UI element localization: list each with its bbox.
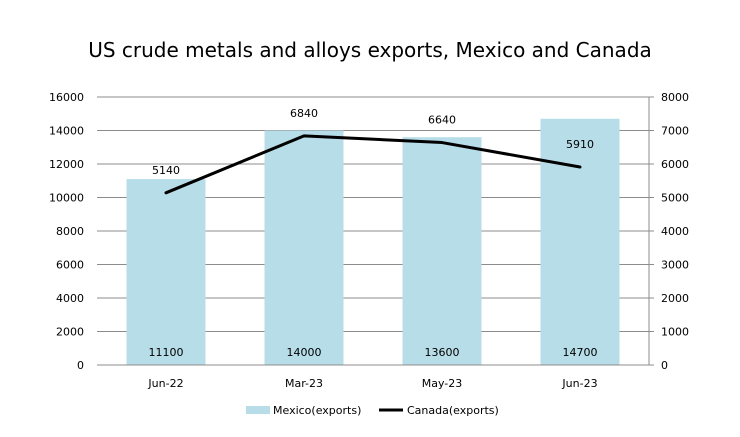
right-tick-label: 8000 — [661, 91, 689, 104]
left-tick-label: 4000 — [56, 292, 84, 305]
right-tick-label: 3000 — [661, 259, 689, 272]
legend-label-mexico: Mexico(exports) — [273, 404, 361, 417]
category-label: Mar-23 — [285, 377, 323, 390]
data-label-mexico: 14000 — [287, 346, 322, 359]
right-tick-label: 4000 — [661, 225, 689, 238]
right-tick-label: 5000 — [661, 192, 689, 205]
labels: 11100 5140 14000 6840 13600 6640 14700 5910 — [149, 107, 598, 359]
data-label-mexico: 11100 — [149, 346, 184, 359]
data-label-canada: 5910 — [566, 138, 594, 151]
bar-series — [127, 119, 620, 365]
data-label-canada: 5140 — [152, 164, 180, 177]
left-tick-label: 0 — [77, 359, 84, 372]
right-tick-label: 1000 — [661, 326, 689, 339]
data-label-canada: 6640 — [428, 114, 456, 127]
left-tick-label: 2000 — [56, 326, 84, 339]
category-label: Jun-22 — [147, 377, 183, 390]
right-tick-label: 7000 — [661, 125, 689, 138]
right-tick-label: 0 — [661, 359, 668, 372]
legend: Mexico(exports) Canada(exports) — [246, 404, 499, 417]
data-label-mexico: 13600 — [425, 346, 460, 359]
left-tick-label: 12000 — [49, 158, 84, 171]
left-tick-label: 10000 — [49, 192, 84, 205]
bar-mexico — [265, 131, 344, 366]
category-label: May-23 — [422, 377, 463, 390]
bar-mexico — [403, 137, 482, 365]
left-tick-label: 6000 — [56, 259, 84, 272]
legend-swatch-mexico — [246, 406, 270, 414]
data-label-mexico: 14700 — [563, 346, 598, 359]
left-tick-label: 14000 — [49, 125, 84, 138]
right-tick-label: 6000 — [661, 158, 689, 171]
bar-mexico — [541, 119, 620, 365]
chart-title: US crude metals and alloys exports, Mexi… — [88, 38, 652, 62]
legend-label-canada: Canada(exports) — [407, 404, 499, 417]
category-label: Jun-23 — [561, 377, 597, 390]
data-label-canada: 6840 — [290, 107, 318, 120]
left-tick-label: 16000 — [49, 91, 84, 104]
bar-mexico — [127, 179, 206, 365]
left-tick-label: 8000 — [56, 225, 84, 238]
right-tick-label: 2000 — [661, 292, 689, 305]
